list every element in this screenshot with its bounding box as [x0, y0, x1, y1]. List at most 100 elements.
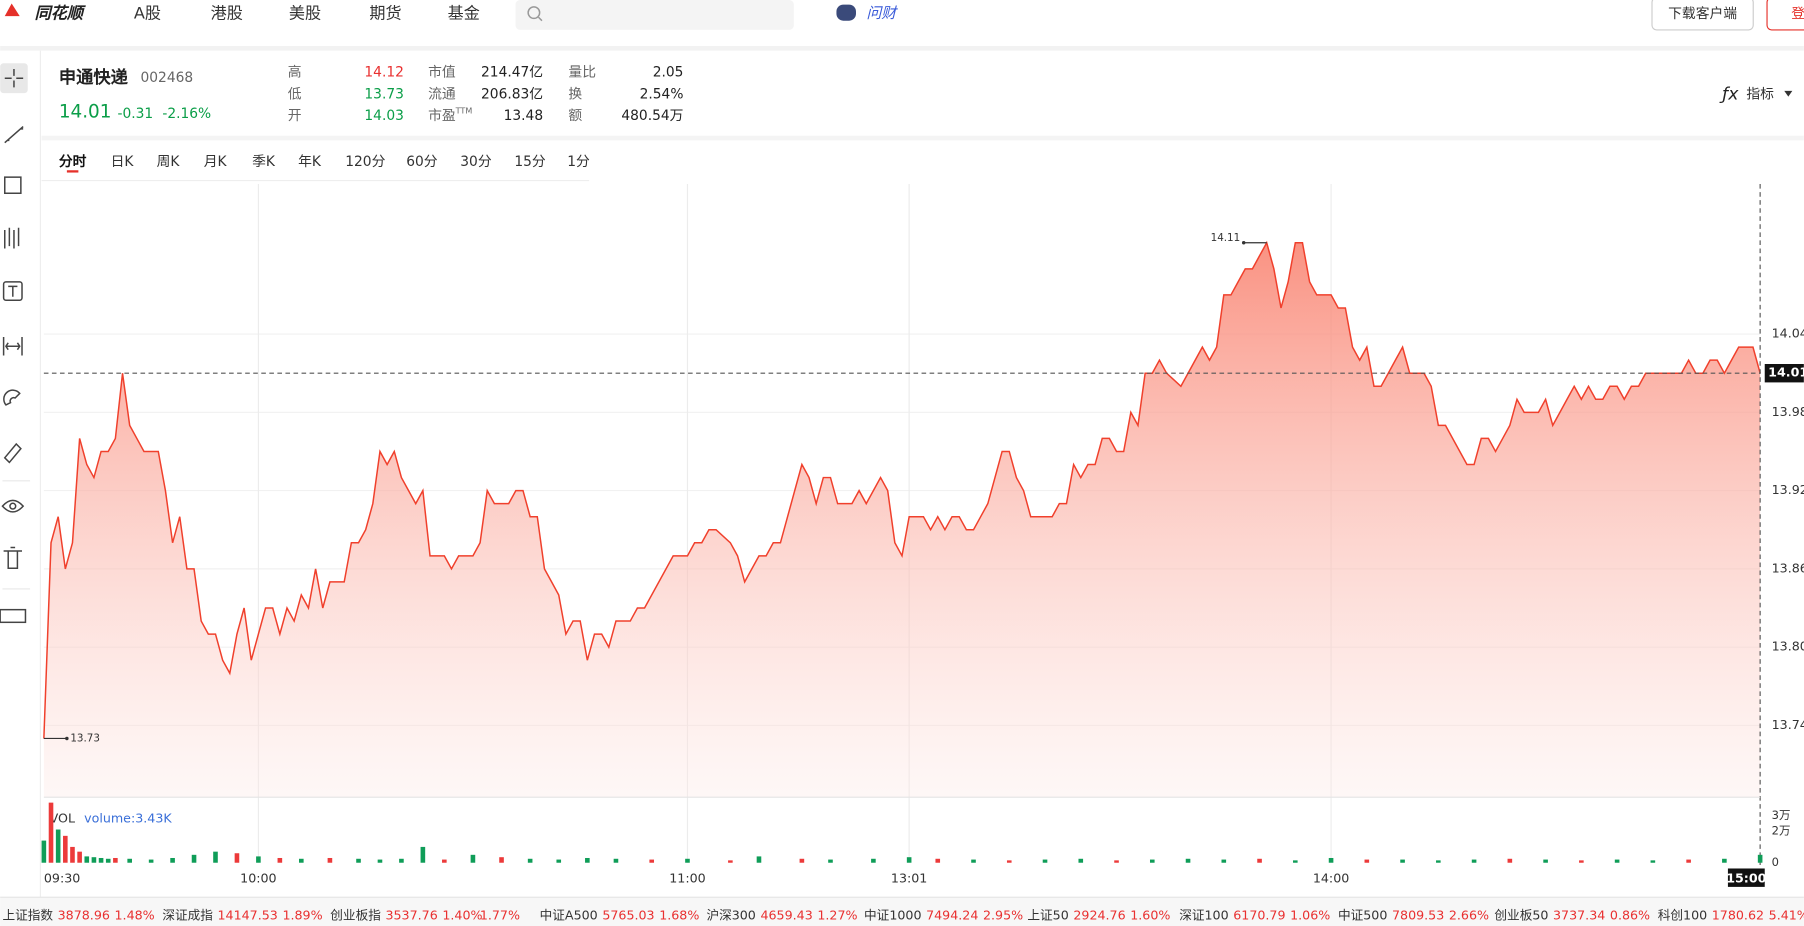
period-tab[interactable]: 周K: [157, 154, 181, 170]
download-label[interactable]: 下载客户端: [1668, 5, 1737, 22]
period-tab[interactable]: 月K: [204, 154, 228, 170]
stat-value: 13.48: [504, 108, 544, 124]
nav-item[interactable]: 基金: [448, 3, 480, 22]
volume-bar: [1042, 859, 1048, 863]
period-tab[interactable]: 日K: [111, 154, 135, 170]
nav-item[interactable]: 港股: [211, 3, 243, 22]
ticker-item[interactable]: 1.77%: [480, 907, 520, 922]
x-tick-label: 09:30: [44, 870, 80, 885]
volume-bar: [556, 859, 562, 863]
period-tab[interactable]: 15分: [514, 154, 546, 170]
volume-bar: [1114, 860, 1119, 863]
download-button[interactable]: [1651, 0, 1754, 31]
ticker-value: 7809.53: [1392, 907, 1444, 922]
period-tab[interactable]: 年K: [298, 154, 322, 170]
ticker-item[interactable]: 中证500 7809.53 2.66%: [1338, 907, 1489, 922]
nav-item[interactable]: A股: [134, 3, 161, 22]
login-button[interactable]: [1766, 0, 1804, 31]
tool-lock-draw[interactable]: [3, 442, 22, 464]
ticker-name: 上证50: [1027, 907, 1068, 922]
ticker-pct: 1.77%: [480, 907, 520, 922]
toolbar: [0, 50, 41, 898]
ticker-item[interactable]: 创业板50 3737.34 0.86%: [1494, 907, 1650, 922]
volume-bar: [799, 858, 805, 863]
period-tab[interactable]: 分时: [59, 153, 87, 170]
ticker-pct: 1.27%: [817, 907, 857, 922]
tool-fib[interactable]: [4, 227, 20, 249]
tool-delete[interactable]: [3, 546, 23, 570]
login-label[interactable]: 登: [1791, 6, 1804, 22]
tool-crosshair[interactable]: [4, 69, 24, 88]
ticker-name: 深证成指: [162, 907, 213, 922]
stat-label: 市盈TTM: [428, 106, 472, 124]
ai-link[interactable]: 问财: [866, 4, 898, 22]
tool-rect[interactable]: [4, 176, 22, 194]
volume-bar: [256, 856, 261, 863]
price-line: [43, 240, 1761, 739]
tool-visible-pupil[interactable]: [9, 502, 17, 510]
tool-measure[interactable]: [2, 337, 23, 356]
nav-item[interactable]: 美股: [289, 3, 321, 22]
info-divider: [41, 135, 1804, 141]
ticker-item[interactable]: 深证100 6170.79 1.06%: [1179, 907, 1330, 922]
period-tab[interactable]: 60分: [406, 154, 438, 170]
volume-bar: [1614, 859, 1620, 863]
y-tick-label: 13.86: [1772, 560, 1804, 575]
tool-crosshair-bg[interactable]: [0, 63, 28, 94]
annotation-dot: [65, 736, 69, 741]
logo[interactable]: 同花顺: [35, 3, 86, 22]
ticker-item[interactable]: 上证指数 3878.96 1.48%: [2, 907, 154, 922]
chart: 13.74 13.80 13.86 13.92 13.98 14.04 09:30 10:00…: [41, 184, 1804, 887]
stat-value: 2.05: [653, 64, 684, 80]
ticker-item[interactable]: 沪深300 4659.43 1.27%: [706, 907, 857, 922]
tool-text[interactable]: [2, 281, 23, 301]
period-tab[interactable]: 季K: [252, 154, 276, 170]
ticker-item[interactable]: 中证1000 7494.24 2.95%: [864, 907, 1023, 922]
stat-label-sup: TTM: [455, 106, 473, 115]
stat-label-text: 流通: [428, 86, 456, 102]
period-tab[interactable]: 30分: [460, 154, 492, 170]
ticker-pct: 5.41%: [1769, 907, 1804, 922]
x-tick-label: 10:00: [240, 870, 276, 885]
volume-bar: [1078, 858, 1084, 863]
stock-change: -0.31: [117, 106, 153, 122]
tool-visible[interactable]: [1, 499, 25, 513]
volume-bar: [105, 858, 111, 863]
stat-label: 开: [288, 108, 302, 124]
search-box[interactable]: [515, 0, 794, 30]
volume-bar: [148, 859, 154, 863]
tool-line[interactable]: [4, 125, 24, 144]
ticker-item[interactable]: 创业板指 3537.76 1.40%: [330, 907, 482, 922]
volume-bar: [1006, 860, 1012, 863]
ticker-item[interactable]: 科创100 1780.62 5.41%: [1658, 907, 1804, 922]
indicator-label[interactable]: 指标: [1746, 86, 1774, 102]
volume-bar: [1364, 859, 1370, 863]
volume-bar: [1757, 854, 1763, 863]
ticker-item[interactable]: 深证成指 14147.53 1.89%: [162, 907, 322, 922]
ticker-value: 3737.34: [1553, 907, 1605, 922]
stat-value: 214.47亿: [481, 64, 543, 80]
nav-item[interactable]: 期货: [369, 3, 401, 22]
volume-bar: [756, 856, 762, 863]
ticker-item[interactable]: 上证50 2924.76 1.60%: [1027, 907, 1170, 922]
ticker-item[interactable]: 中证A500 5765.03 1.68%: [540, 907, 700, 922]
stat-label-text: 市值: [428, 63, 456, 80]
period-tab[interactable]: 120分: [345, 154, 385, 170]
y-tick-label: 13.92: [1772, 482, 1804, 497]
volume-bar: [685, 858, 690, 863]
tool-magnet[interactable]: [3, 389, 21, 406]
logo-icon[interactable]: [4, 3, 20, 17]
y-tick-label: 2万: [1772, 824, 1791, 838]
indicator-icon[interactable]: ƒx: [1719, 84, 1739, 104]
tool-ruler[interactable]: [0, 608, 27, 624]
volume-bar: [170, 857, 175, 863]
stat-label-text: 低: [288, 86, 302, 102]
tool-text-t[interactable]: [8, 285, 18, 297]
indicator-caret[interactable]: [1784, 90, 1793, 97]
top-divider: [0, 46, 1804, 51]
ai-icon[interactable]: [836, 4, 856, 21]
volume-bar: [613, 858, 619, 863]
period-tab[interactable]: 1分: [567, 154, 590, 170]
